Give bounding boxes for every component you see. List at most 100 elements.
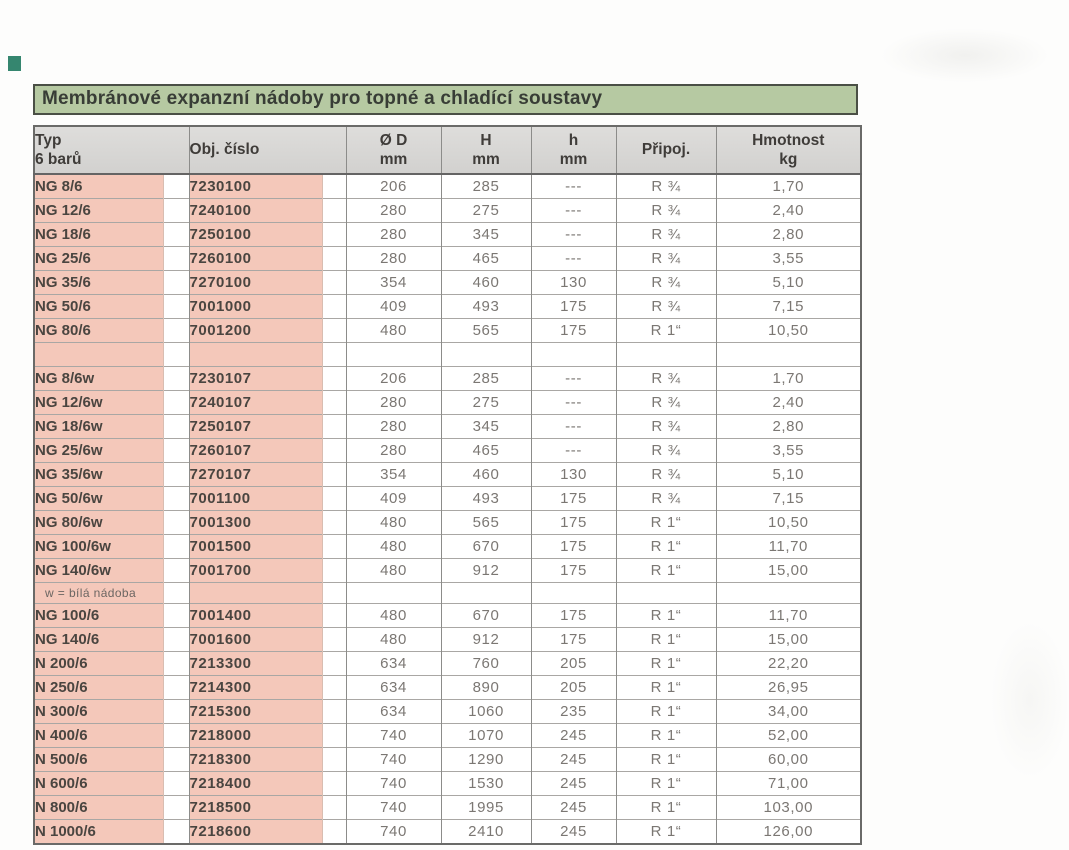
cell-typ: NG 140/6 xyxy=(34,627,164,652)
cell-weight xyxy=(716,582,862,604)
cell-typ: NG 100/6w xyxy=(34,534,164,559)
cell-height-H: 1070 xyxy=(441,723,532,748)
page-title-text: Membránové expanzní nádoby pro topné a c… xyxy=(42,88,603,109)
cell-connection: R 1“ xyxy=(616,603,717,628)
cell-height-H: 345 xyxy=(441,414,532,439)
cell-weight: 15,00 xyxy=(716,627,862,652)
cell-height-H: 465 xyxy=(441,438,532,463)
cell-obj-cislo: 7218600 xyxy=(189,819,323,844)
cell-connection: R ¾ xyxy=(616,198,717,223)
cell-typ: NG 35/6w xyxy=(34,462,164,487)
cell-obj-cislo: 7240107 xyxy=(189,390,323,415)
cell-height-h: 245 xyxy=(531,747,617,772)
header-conn-label: Připoj. xyxy=(641,141,691,158)
cell-typ: N 250/6 xyxy=(34,675,164,700)
cell-gap xyxy=(163,173,190,199)
cell-gap xyxy=(163,486,190,511)
cell-weight: 3,55 xyxy=(716,438,862,463)
table-row: N 200/6 7213300 634 760 205 R 1“ 22,20 xyxy=(34,651,862,676)
cell-connection: R ¾ xyxy=(616,222,717,247)
cell-height-h: --- xyxy=(531,246,617,271)
table-row: NG 100/6 7001400 480 670 175 R 1“ 11,70 xyxy=(34,603,862,628)
table-row: NG 12/6w 7240107 280 275 --- R ¾ 2,40 xyxy=(34,390,862,415)
cell-gap xyxy=(322,270,347,295)
cell-obj-cislo: 7214300 xyxy=(189,675,323,700)
cell-height-h: --- xyxy=(531,366,617,391)
cell-gap xyxy=(163,222,190,247)
cell-connection: R ¾ xyxy=(616,270,717,295)
cell-typ: NG 140/6w xyxy=(34,558,164,583)
cell-weight: 60,00 xyxy=(716,747,862,772)
cell-gap xyxy=(322,558,347,583)
cell-diameter: 480 xyxy=(346,534,442,559)
cell-connection: R 1“ xyxy=(616,723,717,748)
cell-gap xyxy=(163,699,190,724)
cell-weight: 1,70 xyxy=(716,173,862,199)
cell-diameter: 409 xyxy=(346,486,442,511)
cell-height-h: 235 xyxy=(531,699,617,724)
cell-weight xyxy=(716,342,862,367)
cell-gap xyxy=(322,819,347,844)
cell-diameter: 634 xyxy=(346,651,442,676)
scan-smudge xyxy=(990,620,1069,780)
cell-weight: 11,70 xyxy=(716,534,862,559)
header-obj-label: Obj. číslo xyxy=(189,141,260,158)
cell-weight: 2,40 xyxy=(716,198,862,223)
cell-height-h: 175 xyxy=(531,534,617,559)
cell-gap xyxy=(322,414,347,439)
cell-weight: 7,15 xyxy=(716,294,862,319)
cell-weight: 26,95 xyxy=(716,675,862,700)
cell-height-h: 130 xyxy=(531,462,617,487)
cell-weight: 52,00 xyxy=(716,723,862,748)
header-diameter: Ø D mm xyxy=(346,126,442,175)
cell-weight: 126,00 xyxy=(716,819,862,844)
cell-gap xyxy=(322,795,347,820)
cell-gap xyxy=(322,294,347,319)
cell-height-H: 285 xyxy=(441,173,532,199)
cell-gap xyxy=(322,246,347,271)
header-kg-line2: kg xyxy=(779,151,798,168)
cell-gap xyxy=(163,246,190,271)
cell-height-H: 1995 xyxy=(441,795,532,820)
cell-obj-cislo: 7218000 xyxy=(189,723,323,748)
cell-connection: R 1“ xyxy=(616,318,717,343)
cell-connection: R 1“ xyxy=(616,795,717,820)
spec-table: Typ 6 barů Obj. číslo Ø D mm H mm h mm xyxy=(33,125,863,845)
cell-typ xyxy=(34,342,164,367)
cell-height-H: 670 xyxy=(441,603,532,628)
cell-weight: 11,70 xyxy=(716,603,862,628)
cell-diameter: 280 xyxy=(346,414,442,439)
table-row: NG 80/6w 7001300 480 565 175 R 1“ 10,50 xyxy=(34,510,862,535)
cell-height-h: 245 xyxy=(531,723,617,748)
cell-weight: 34,00 xyxy=(716,699,862,724)
cell-gap xyxy=(163,582,190,604)
cell-diameter: 740 xyxy=(346,795,442,820)
cell-obj-cislo: 7001300 xyxy=(189,510,323,535)
table-row: NG 25/6 7260100 280 465 --- R ¾ 3,55 xyxy=(34,246,862,271)
cell-height-h: 175 xyxy=(531,318,617,343)
cell-gap xyxy=(163,603,190,628)
cell-obj-cislo: 7218500 xyxy=(189,795,323,820)
cell-height-H: 1290 xyxy=(441,747,532,772)
cell-connection: R 1“ xyxy=(616,534,717,559)
cell-gap xyxy=(322,603,347,628)
cell-height-H: 285 xyxy=(441,366,532,391)
cell-gap xyxy=(163,294,190,319)
cell-height-H: 760 xyxy=(441,651,532,676)
table-row: N 400/6 7218000 740 1070 245 R 1“ 52,00 xyxy=(34,723,862,748)
cell-height-h: 245 xyxy=(531,795,617,820)
note-row: w = bílá nádoba xyxy=(34,582,862,604)
cell-connection: R 1“ xyxy=(616,627,717,652)
cell-obj-cislo: 7001700 xyxy=(189,558,323,583)
cell-obj-cislo: 7240100 xyxy=(189,198,323,223)
cell-gap xyxy=(322,366,347,391)
cell-gap xyxy=(163,771,190,796)
cell-height-h: --- xyxy=(531,390,617,415)
cell-height-h: 175 xyxy=(531,510,617,535)
cell-gap xyxy=(322,582,347,604)
table-row: N 300/6 7215300 634 1060 235 R 1“ 34,00 xyxy=(34,699,862,724)
cell-gap xyxy=(163,390,190,415)
cell-obj-cislo: 7260100 xyxy=(189,246,323,271)
cell-connection xyxy=(616,342,717,367)
table-row: NG 35/6w 7270107 354 460 130 R ¾ 5,10 xyxy=(34,462,862,487)
